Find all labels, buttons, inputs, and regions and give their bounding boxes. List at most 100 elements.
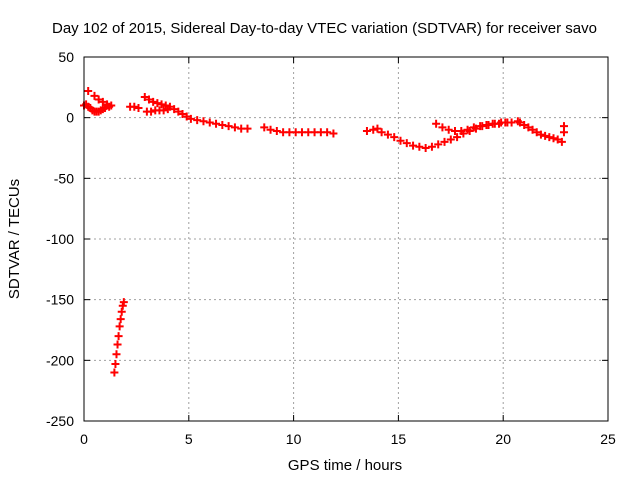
data-point [98, 97, 107, 106]
data-point [113, 340, 122, 349]
data-point [532, 128, 541, 137]
data-point [140, 93, 149, 102]
x-tick-label: 5 [185, 431, 193, 447]
data-point [559, 122, 568, 131]
data-point [528, 125, 537, 134]
data-point [159, 106, 168, 115]
data-point [90, 91, 99, 100]
data-point [266, 125, 275, 134]
data-point [444, 125, 453, 134]
data-point [541, 131, 550, 140]
data-point [153, 99, 162, 108]
data-point [438, 123, 447, 132]
data-point [114, 332, 123, 341]
x-tick-label: 10 [286, 431, 302, 447]
data-point [112, 350, 121, 359]
data-point [272, 127, 281, 136]
data-point [107, 101, 116, 110]
y-tick-label: -250 [46, 413, 74, 429]
data-point [457, 127, 466, 136]
x-axis-title: GPS time / hours [288, 457, 402, 474]
data-point [119, 298, 128, 307]
grid-lines [84, 57, 608, 421]
data-point [199, 117, 208, 126]
data-point [205, 118, 214, 127]
y-tick-label: -100 [46, 231, 74, 247]
data-point [186, 114, 195, 123]
data-point [427, 142, 436, 151]
x-tick-label: 15 [391, 431, 407, 447]
data-point [549, 134, 558, 143]
data-point [520, 120, 529, 129]
data-point [553, 135, 562, 144]
series-early-arc [80, 86, 116, 116]
data-point [260, 123, 269, 132]
data-point [111, 359, 120, 368]
data-point [557, 137, 566, 146]
x-tick-label: 0 [80, 431, 88, 447]
data-point [362, 127, 371, 136]
data-point [415, 142, 424, 151]
data-point [469, 123, 478, 132]
data-point [178, 110, 187, 119]
series-evening [515, 118, 568, 146]
data-point [218, 120, 227, 129]
data-point [524, 123, 533, 132]
series-steep-drop [110, 298, 128, 377]
x-tick-labels: 0 5 10 15 20 25 [80, 431, 616, 447]
data-point [115, 322, 124, 331]
data-point [390, 133, 399, 142]
y-axis-title: SDTVAR / TECUs [6, 179, 23, 299]
data-point [94, 95, 103, 104]
y-tick-label: 0 [66, 110, 74, 126]
data-point [117, 307, 126, 316]
x-tick-label: 25 [600, 431, 616, 447]
data-point [329, 129, 338, 138]
data-point [421, 144, 430, 152]
data-point [446, 135, 455, 144]
data-point [163, 105, 172, 114]
data-point [103, 100, 112, 109]
data-point [453, 133, 462, 142]
data-point [84, 86, 93, 95]
data-point [149, 97, 158, 106]
y-tick-label: 50 [58, 49, 74, 65]
data-point [224, 122, 233, 131]
data-point [134, 103, 143, 112]
data-point [110, 368, 119, 377]
data-point [536, 130, 545, 139]
data-point [383, 130, 392, 139]
data-point [545, 133, 554, 142]
data-point [495, 119, 504, 128]
data-point [377, 128, 386, 137]
y-tick-label: -200 [46, 352, 74, 368]
data-point [323, 128, 332, 137]
data-point [373, 124, 382, 133]
data-point [515, 118, 524, 127]
data-point [507, 118, 516, 127]
data-point [147, 107, 156, 116]
data-point [482, 120, 491, 129]
series-short-segment [126, 102, 143, 112]
data-point [157, 100, 166, 109]
series-main-arc [140, 93, 252, 133]
data-point [434, 140, 443, 149]
axis-ticks [83, 56, 609, 422]
series-midday [260, 123, 338, 138]
data-point [396, 136, 405, 145]
data-point [193, 116, 202, 125]
data-points [80, 86, 568, 377]
data-point [402, 139, 411, 148]
data-point [369, 125, 378, 134]
data-point [212, 119, 221, 128]
series-late-rise [432, 117, 522, 136]
data-point [230, 123, 239, 132]
data-point [476, 122, 485, 131]
data-point [116, 315, 125, 324]
data-point [440, 137, 449, 146]
data-point [174, 107, 183, 116]
data-point [432, 119, 441, 128]
data-point [463, 125, 472, 134]
